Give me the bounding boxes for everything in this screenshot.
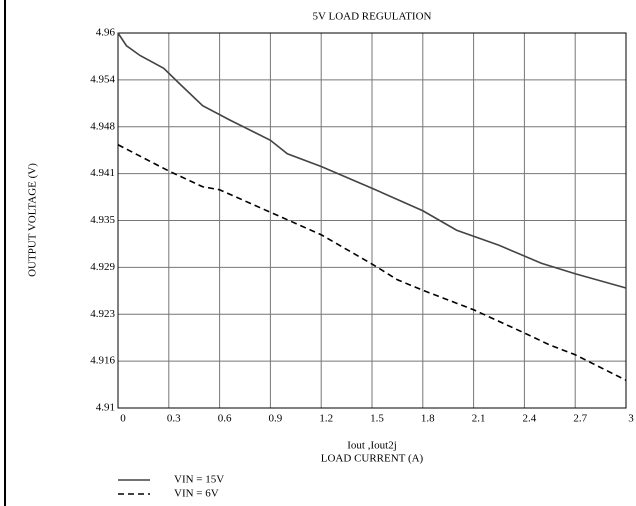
x-tick-label: 1.8	[421, 413, 435, 425]
x-tick-label: 1.2	[319, 413, 333, 425]
y-axis-label: OUTPUT VOLTAGE (V)	[27, 163, 39, 277]
x-tick-label: 1.5	[370, 413, 384, 425]
chart-title: 5V LOAD REGULATION	[313, 11, 432, 23]
x-axis-sublabel: Iout ,Iout2j	[347, 440, 397, 452]
y-tick-label: 4.954	[90, 73, 115, 85]
x-axis-label: LOAD CURRENT (A)	[321, 453, 424, 465]
x-tick-label: 3	[628, 413, 634, 425]
series-line	[117, 144, 627, 381]
y-tick-label: 4.941	[90, 167, 115, 179]
legend-label: VIN = 15V	[174, 474, 224, 486]
legend-label: VIN = 6V	[174, 488, 219, 500]
y-tick-label: 4.935	[90, 214, 115, 226]
y-tick-label: 4.91	[96, 402, 115, 414]
x-tick-label: 2.1	[472, 413, 486, 425]
x-tick-label: 0.9	[269, 413, 283, 425]
x-tick-label: 0.3	[167, 413, 181, 425]
series-line	[117, 32, 627, 289]
y-tick-label: 4.929	[90, 261, 115, 273]
x-tick-label: 0	[120, 413, 126, 425]
y-tick-label: 4.923	[90, 308, 115, 320]
y-tick-label: 4.916	[90, 355, 115, 367]
y-tick-label: 4.96	[96, 27, 116, 39]
x-tick-label: 0.6	[218, 413, 232, 425]
x-tick-label: 2.4	[523, 413, 537, 425]
x-tick-label: 2.7	[573, 413, 587, 425]
y-tick-label: 4.948	[90, 120, 115, 132]
plot-border	[117, 32, 627, 409]
